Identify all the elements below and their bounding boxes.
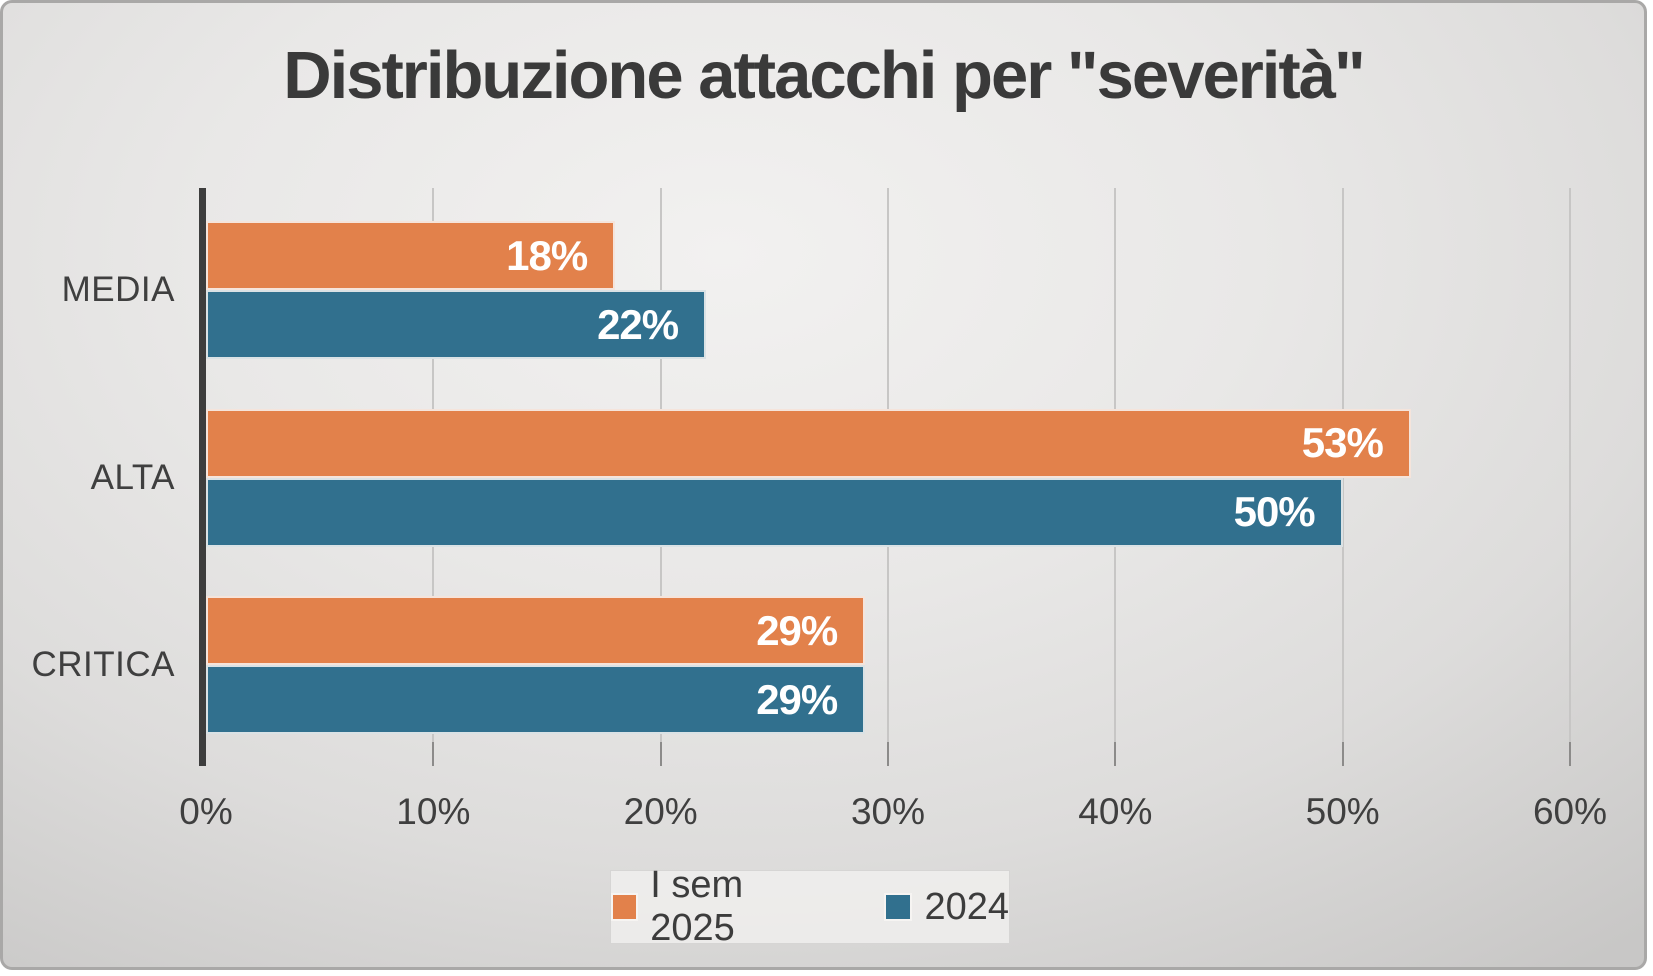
y-axis-line: [199, 188, 206, 766]
x-axis-label-10%: 10%: [396, 791, 471, 832]
axis-tick-40%: [1114, 742, 1117, 766]
x-axis-label-40%: 40%: [1078, 791, 1153, 832]
axis-tick-60%: [1569, 742, 1571, 766]
data-label-i-sem-2025-media: 18%: [506, 231, 588, 279]
bar-i-sem-2025-media: 18%: [206, 221, 616, 290]
data-label-i-sem-2025-alta: 53%: [1301, 419, 1384, 466]
bar-i-sem-2025-critica: 29%: [206, 596, 866, 665]
data-label-2024-alta: 50%: [1233, 488, 1316, 535]
axis-tick-50%: [1341, 742, 1344, 766]
x-axis-label-0%: 0%: [179, 791, 233, 832]
legend-label-i-sem-2025: I sem 2025: [650, 864, 744, 949]
axis-tick-10%: [432, 742, 435, 766]
gridline-60%: [1569, 188, 1571, 742]
data-label-2024-critica: 29%: [756, 675, 838, 723]
plot-area: 0% 10% 20% 30% 40% 50% 60% 18% 22% MEDIA 53% 50% ALT…: [3, 3, 1644, 967]
legend-item-i-sem-2025: I sem 2025: [611, 864, 832, 950]
x-axis-label-20%: 20%: [623, 791, 698, 832]
legend-swatch-i-sem-2025: [611, 893, 639, 921]
legend-swatch-2024: [884, 893, 913, 921]
legend: I sem 2025 2024: [610, 864, 1010, 949]
axis-tick-20%: [659, 742, 662, 766]
legend-item-2024: 2024: [884, 886, 1009, 929]
bar-i-sem-2025-alta: 53%: [206, 408, 1411, 478]
x-axis-label-50%: 50%: [1305, 791, 1380, 832]
category-label-alta: ALTA: [90, 457, 175, 497]
bar-2024-alta: 50%: [206, 477, 1343, 547]
category-label-critica: CRITICA: [31, 645, 175, 684]
category-label-media: MEDIA: [61, 270, 175, 309]
x-axis-label-60%: 60%: [1532, 791, 1608, 832]
axis-tick-30%: [887, 742, 889, 766]
chart-title: Distribuzione attacchi per "severità": [283, 38, 1366, 113]
data-label-i-sem-2025-critica: 29%: [756, 606, 838, 654]
legend-label-2024: 2024: [924, 885, 1009, 928]
data-label-2024-media: 22%: [597, 300, 679, 348]
x-axis-label-30%: 30%: [850, 791, 926, 832]
bar-2024-media: 22%: [206, 290, 707, 359]
bar-2024-critica: 29%: [206, 665, 866, 734]
